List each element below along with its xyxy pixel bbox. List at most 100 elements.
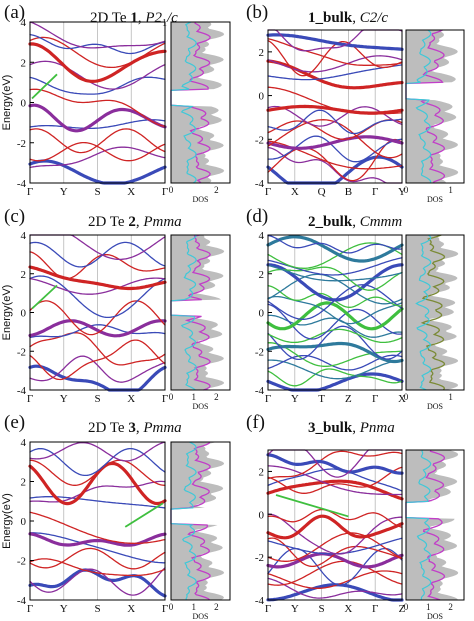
dos-axis-label: DOS (192, 612, 208, 621)
dos-panel: 0 1 DOS (404, 234, 465, 411)
band-line (267, 560, 403, 586)
y-tick-label: -4 (255, 595, 265, 607)
dos-axis-label: DOS (192, 195, 208, 204)
band-line (266, 479, 404, 501)
title-structure-id: 3 (128, 420, 136, 436)
band-line (29, 300, 166, 336)
band-line (29, 21, 166, 49)
y-tick-label: 4 (259, 230, 265, 242)
band-line (267, 328, 403, 344)
dos-axes-frame (170, 234, 231, 391)
gap-state-line (124, 502, 164, 528)
dos-tick-label: 0 (404, 392, 409, 402)
dos-tick-label: 1 (191, 392, 196, 402)
dos-axis-label: DOS (192, 402, 208, 411)
kpoint-label: B (345, 186, 352, 198)
dos-total-area (406, 450, 459, 600)
dos-total-area (171, 235, 225, 390)
title-structure-id: 3_bulk (308, 420, 353, 436)
band-line (267, 359, 403, 380)
dos-panel: 0 2 DOS (169, 21, 231, 204)
band-line (266, 263, 404, 302)
band-line (29, 558, 166, 577)
band-line (29, 459, 166, 486)
dos-total-area (171, 22, 225, 183)
title-structure-id: 1 (130, 10, 138, 26)
band-line (29, 251, 166, 280)
band-line (29, 547, 166, 570)
band-line (267, 140, 403, 170)
kpoint-label: Y (60, 393, 68, 405)
band-line (266, 552, 404, 569)
dos-tick-label: 2 (448, 602, 453, 612)
band-line (267, 135, 403, 163)
band-line (266, 372, 404, 392)
panel-letter: (a) (4, 2, 26, 23)
title-prefix: 2D Te (88, 420, 129, 436)
y-tick-label: 4 (21, 437, 27, 449)
title-separator: , (352, 10, 360, 26)
band-line (267, 450, 403, 480)
band-line (29, 324, 166, 339)
band-line (266, 514, 404, 540)
title-separator: , (352, 214, 360, 230)
band-line (29, 36, 166, 69)
gap-state-line (31, 73, 58, 100)
y-tick-label: 0 (259, 91, 265, 103)
dos-tick-label: 1 (191, 602, 196, 612)
kpoint-label: Γ (265, 603, 271, 615)
title-structure-id: 1_bulk (308, 10, 353, 26)
kpoint-label: Y (291, 603, 299, 615)
title-prefix: 2D Te (90, 10, 131, 26)
y-axis-label: Energy(eV) (1, 285, 13, 341)
y-tick-label: -2 (255, 552, 264, 564)
kpoint-label: Y (398, 186, 406, 198)
band-line (267, 38, 403, 66)
kpoint-label: S (94, 603, 100, 615)
kpoint-label: X (291, 186, 299, 198)
kpoint-label: Z (345, 393, 352, 405)
band-line (29, 567, 166, 596)
y-tick-label: 0 (21, 516, 27, 528)
kpoint-label: Z (399, 603, 406, 615)
band-line (28, 265, 167, 291)
band-line (29, 275, 166, 319)
gap-state-line (275, 494, 349, 518)
band-line (267, 264, 403, 282)
kpoint-label: Γ (27, 603, 33, 615)
title-subscript: 1 (162, 18, 168, 29)
y-tick-label: -2 (17, 138, 26, 150)
panel-title: 2_bulk, Cmmm (308, 214, 402, 231)
dos-axis-label: DOS (427, 195, 443, 204)
band-line (267, 39, 403, 77)
band-line (266, 341, 404, 364)
panel-letter: (b) (246, 2, 269, 23)
band-line (29, 60, 166, 90)
kpoint-label: T (318, 393, 325, 405)
kpoint-label: X (127, 186, 135, 198)
band-line (266, 33, 404, 51)
band-line (29, 441, 166, 462)
y-tick-label: 4 (21, 17, 27, 29)
title-separator: , (352, 420, 360, 436)
band-line (28, 364, 167, 392)
dos-tick-label: 0 (404, 602, 409, 612)
band-line (267, 465, 403, 496)
dos-partial-line (420, 234, 446, 391)
dos-partial-line (405, 29, 446, 184)
kpoint-label: X (344, 603, 352, 615)
title-structure-id: 2_bulk (308, 214, 353, 230)
band-line (267, 368, 403, 387)
band-line (29, 119, 166, 130)
band-line (267, 303, 403, 340)
y-tick-label: 2 (21, 477, 27, 489)
title-space-group: C2 (359, 10, 378, 26)
y-tick-label: 2 (21, 57, 27, 69)
dos-total-area (406, 30, 459, 183)
band-line (266, 301, 404, 331)
kpoint-label: Y (60, 186, 68, 198)
band-line (266, 583, 404, 602)
band-line (267, 138, 403, 182)
